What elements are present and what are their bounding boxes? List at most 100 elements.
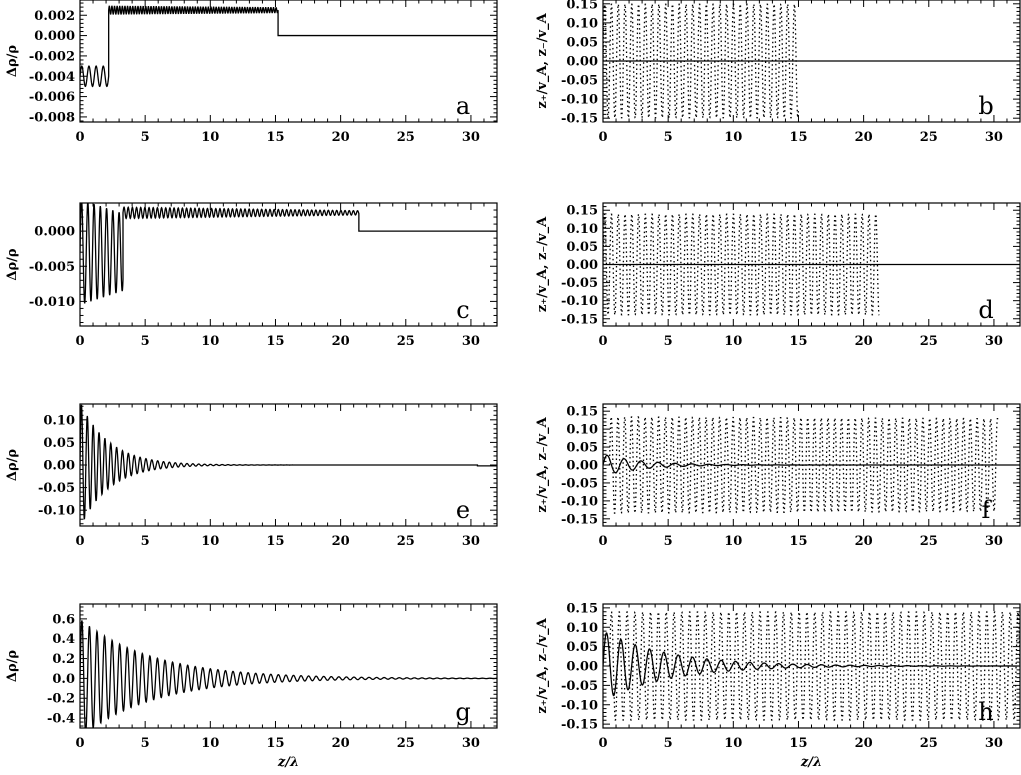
x-tick-label: 10: [201, 130, 219, 145]
x-tick-label: 15: [266, 534, 284, 549]
x-tick-label: 25: [920, 534, 938, 549]
y-tick-label: -0.15: [561, 512, 598, 527]
x-tick-label: 15: [266, 736, 284, 751]
series-solid-line: [603, 632, 1020, 697]
x-tick-label: 20: [855, 534, 873, 549]
x-tick-label: 5: [664, 130, 673, 145]
panel-letter: f: [982, 496, 993, 524]
y-tick-label: -0.002: [29, 49, 75, 64]
y-tick-label: -0.05: [561, 74, 598, 89]
y-tick-label: 0.10: [566, 423, 598, 438]
series-solid-line: [80, 5, 497, 88]
y-tick-label: 0.00: [43, 459, 75, 474]
y-tick-label: 0.000: [34, 29, 75, 44]
y-tick-label: 0.10: [566, 222, 598, 237]
x-tick-label: 25: [397, 334, 415, 349]
y-axis-label: Δρ/ρ: [5, 248, 20, 280]
x-tick-label: 20: [855, 736, 873, 751]
x-tick-label: 0: [598, 130, 607, 145]
y-tick-label: -0.05: [561, 276, 598, 291]
x-tick-label: 0: [75, 130, 84, 145]
x-tick-label: 0: [598, 334, 607, 349]
y-tick-label: 0.15: [566, 0, 598, 12]
y-tick-label: 0.6: [52, 612, 75, 627]
series-solid-line: [80, 620, 497, 728]
y-tick-label: 0.002: [34, 9, 75, 24]
y-tick-label: -0.008: [29, 110, 75, 125]
x-tick-label: 0: [598, 534, 607, 549]
x-tick-label: 30: [462, 130, 480, 145]
panel-letter: g: [455, 698, 470, 726]
panel-letter: d: [978, 296, 993, 324]
panel-e: 0 5 10 15 20 25 30 -0.10 -0.05 0.00 0.05 0.10 Δρ/ρ e: [5, 403, 498, 549]
y-tick-label: 0.10: [43, 413, 75, 428]
x-tick-label: 20: [332, 736, 350, 751]
panel-f: 0 5 10 15 20 25 30 -0.15 -0.10 -0.05 0.00 0.05 0.10 0…: [535, 403, 1021, 549]
y-tick-label: -0.006: [29, 90, 75, 105]
y-tick-label: -0.004: [29, 70, 75, 85]
x-tick-label: 0: [75, 736, 84, 751]
x-tick-label: 30: [985, 534, 1003, 549]
x-tick-label: 15: [789, 534, 807, 549]
y-tick-label: 0.2: [52, 652, 75, 667]
y-tick-label: 0.05: [566, 35, 598, 50]
y-tick-label: -0.10: [561, 698, 598, 713]
y-tick-label: -0.4: [47, 712, 75, 727]
plot-frame: [79, 603, 498, 729]
y-tick-label: 0.10: [566, 621, 598, 636]
y-tick-label: 0.000: [34, 225, 75, 240]
x-tick-label: 5: [664, 534, 673, 549]
x-tick-label: 25: [920, 736, 938, 751]
x-tick-label: 20: [332, 334, 350, 349]
y-tick-label: -0.05: [561, 679, 598, 694]
y-tick-label: -0.15: [561, 112, 598, 127]
x-tick-label: 25: [920, 334, 938, 349]
y-tick-label: -0.10: [38, 504, 75, 519]
series-dotted-line: [603, 3, 800, 119]
x-tick-label: 5: [141, 334, 150, 349]
y-tick-label: -0.2: [47, 692, 75, 707]
panel-a: 0 5 10 15 20 25 30 -0.008 -0.006 -0.004 -0.002 0.00…: [5, 0, 498, 145]
x-tick-label: 10: [724, 130, 742, 145]
y-axis-label: Δρ/ρ: [5, 449, 20, 481]
x-axis-label: z/λ: [800, 755, 822, 770]
x-tick-label: 10: [724, 334, 742, 349]
x-tick-label: 10: [201, 534, 219, 549]
y-tick-label: -0.10: [561, 494, 598, 509]
panel-letter: c: [456, 296, 469, 324]
y-tick-label: 0.00: [566, 660, 598, 675]
x-tick-label: 20: [855, 130, 873, 145]
y-tick-label: 0.00: [566, 459, 598, 474]
panel-b: 0 5 10 15 20 25 30 -0.15 -0.10 -0.05 0.00 0.05 0.10 0…: [535, 0, 1021, 145]
y-tick-label: 0.05: [566, 441, 598, 456]
y-tick-label: 0.15: [566, 204, 598, 219]
x-tick-label: 0: [75, 334, 84, 349]
y-tick-label: 0.00: [566, 258, 598, 273]
series-solid-line: [603, 454, 1020, 474]
x-tick-label: 25: [397, 736, 415, 751]
x-tick-label: 15: [789, 736, 807, 751]
y-axis-label: z₊/v_A, z₋/v_A: [535, 416, 550, 512]
y-tick-label: 0.15: [566, 601, 598, 616]
y-tick-label: 0.0: [52, 672, 75, 687]
x-tick-label: 15: [789, 130, 807, 145]
y-tick-label: -0.10: [561, 294, 598, 309]
x-tick-label: 20: [332, 534, 350, 549]
x-tick-label: 30: [985, 334, 1003, 349]
x-tick-label: 30: [985, 130, 1003, 145]
y-tick-label: -0.010: [29, 295, 75, 310]
y-axis-label: z₊/v_A, z₋/v_A: [535, 216, 550, 312]
y-tick-label: -0.05: [561, 476, 598, 491]
series-solid-line: [80, 203, 497, 304]
x-tick-label: 15: [789, 334, 807, 349]
x-tick-label: 10: [724, 736, 742, 751]
x-tick-label: 30: [462, 736, 480, 751]
y-tick-label: 0.15: [566, 405, 598, 420]
x-tick-label: 0: [75, 534, 84, 549]
x-tick-label: 25: [397, 130, 415, 145]
x-tick-label: 20: [855, 334, 873, 349]
x-tick-label: 10: [201, 334, 219, 349]
x-tick-label: 0: [598, 736, 607, 751]
plot-frame: [79, 0, 498, 123]
